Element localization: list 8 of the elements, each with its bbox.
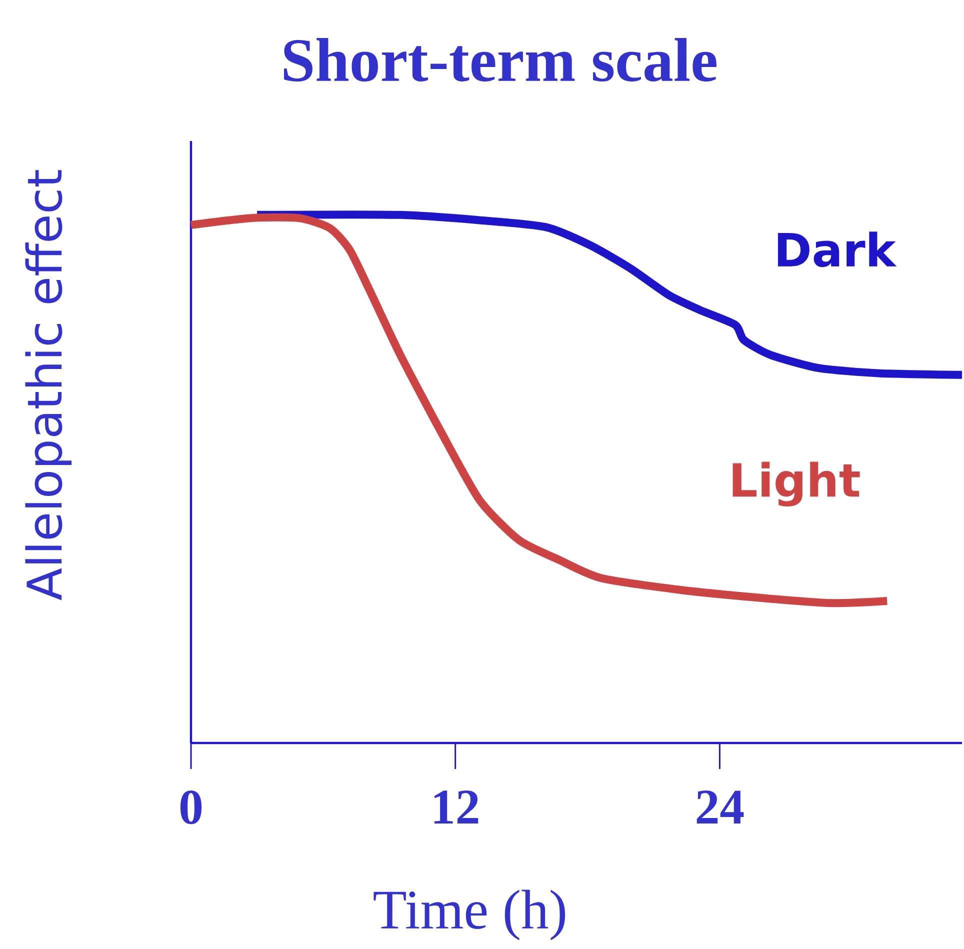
- y-axis-title: Allelopathic effect: [25, 170, 72, 600]
- x-tick-label: 24: [696, 790, 744, 824]
- chart-title: Short-term scale: [284, 38, 716, 82]
- x-tick-label: 0: [180, 790, 202, 824]
- x-axis-title: Time (h): [374, 890, 566, 940]
- series-label: Light: [732, 462, 860, 506]
- x-tick-label: 12: [434, 790, 478, 824]
- series-label: Dark: [778, 232, 897, 268]
